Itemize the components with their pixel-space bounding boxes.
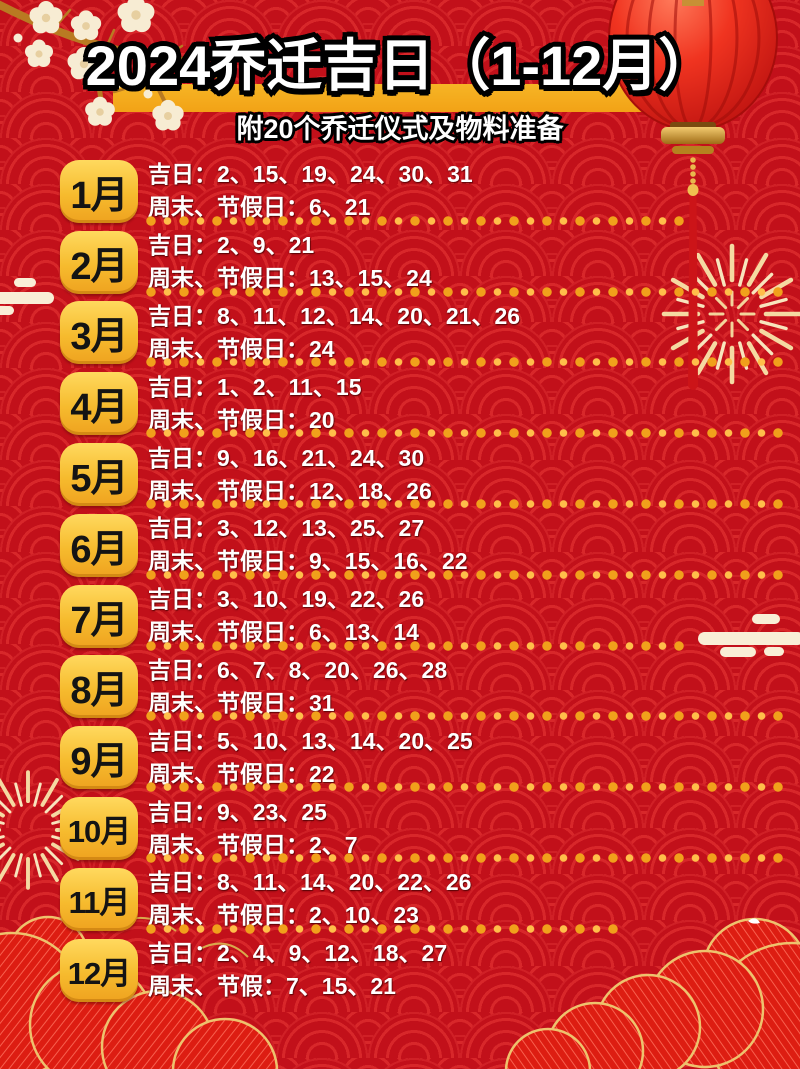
cloud-icon	[698, 614, 800, 657]
dotted-divider	[146, 357, 788, 368]
month-row-8: 8月 吉日：6、7、8、20、26、28 周末、节假日：31	[60, 652, 800, 723]
dotted-divider	[146, 640, 690, 651]
dotted-divider	[146, 923, 622, 934]
lucky-days-line: 吉日：2、9、21	[148, 232, 315, 259]
month-row-10: 10月 吉日：9、23、25 周末、节假日：2、7	[60, 793, 800, 864]
dotted-divider	[146, 286, 788, 297]
month-row-4: 4月 吉日：1、2、11、15 周末、节假日：20	[60, 368, 800, 439]
month-row-1: 1月 吉日：2、15、19、24、30、31 周末、节假日：6、21	[60, 156, 800, 227]
lucky-days-line: 吉日：8、11、14、20、22、26	[148, 869, 472, 896]
page-title-outline: 2024乔迁吉日（1-12月）	[81, 30, 719, 102]
dotted-divider	[146, 428, 788, 439]
page-subtitle-outline: 附20个乔迁仪式及物料准备	[234, 112, 566, 147]
month-badge: 6月	[60, 513, 138, 577]
dotted-divider	[146, 215, 690, 226]
page-subtitle: 附20个乔迁仪式及物料准备 附20个乔迁仪式及物料准备	[0, 110, 800, 148]
month-badge: 10月	[60, 797, 138, 861]
lantern-icon	[608, 0, 778, 390]
lucky-days-line: 吉日：9、16、21、24、30	[148, 444, 425, 471]
lucky-days-line: 吉日：2、4、9、12、18、27	[148, 940, 448, 967]
month-row-7: 7月 吉日：3、10、19、22、26 周末、节假日：6、13、14	[60, 581, 800, 652]
month-row-3: 3月 吉日：8、11、12、14、20、21、26 周末、节假日：24	[60, 298, 800, 369]
month-badge: 12月	[60, 938, 138, 1002]
page-title-text: 2024乔迁吉日（1-12月）	[85, 34, 715, 97]
month-row-6: 6月 吉日：3、12、13、25、27 周末、节假日：9、15、16、22	[60, 510, 800, 581]
lucky-days-line: 吉日：9、23、25	[148, 798, 327, 825]
lucky-days-line: 吉日：2、15、19、24、30、31	[148, 161, 473, 188]
month-row-5: 5月 吉日：9、16、21、24、30 周末、节假日：12、18、26	[60, 439, 800, 510]
dotted-divider	[146, 569, 788, 580]
month-badge: 3月	[60, 301, 138, 365]
month-badge: 5月	[60, 443, 138, 507]
lucky-days-line: 吉日：8、11、12、14、20、21、26	[148, 302, 521, 329]
month-badge: 2月	[60, 230, 138, 294]
month-row-12: 12月 吉日：2、4、9、12、18、27 周末、节假：7、15、21	[60, 935, 800, 1006]
month-row-2: 2月 吉日：2、9、21 周末、节假日：13、15、24	[60, 227, 800, 298]
lucky-days-line: 吉日：5、10、13、14、20、25	[148, 727, 473, 754]
month-badge: 7月	[60, 584, 138, 648]
lucky-days-line: 吉日：3、12、13、25、27	[148, 515, 425, 542]
month-badge: 1月	[60, 159, 138, 223]
title-band	[113, 84, 685, 112]
month-badge: 4月	[60, 372, 138, 436]
month-badge: 9月	[60, 726, 138, 790]
dotted-divider	[146, 782, 788, 793]
dotted-divider	[146, 498, 788, 509]
weekend-holidays-line: 周末、节假：7、15、21	[148, 973, 396, 1000]
month-row-11: 11月 吉日：8、11、14、20、22、26 周末、节假日：2、10、23	[60, 864, 800, 935]
month-badge: 11月	[60, 867, 138, 931]
page-subtitle-text: 附20个乔迁仪式及物料准备	[236, 114, 564, 144]
dotted-divider	[146, 711, 788, 722]
cloud-icon	[0, 278, 54, 315]
month-badge: 8月	[60, 655, 138, 719]
month-list: 1月 吉日：2、15、19、24、30、31 周末、节假日：6、21 2月 吉日…	[60, 156, 800, 1006]
lucky-days-line: 吉日：1、2、11、15	[148, 373, 362, 400]
plum-blossom-icon	[0, 0, 232, 131]
dotted-divider	[146, 852, 788, 863]
peony-flowers-icon	[504, 917, 800, 1069]
page-title: 2024乔迁吉日（1-12月） 2024乔迁吉日（1-12月）	[0, 26, 800, 106]
lucky-days-line: 吉日：3、10、19、22、26	[148, 586, 425, 613]
lucky-days-line: 吉日：6、7、8、20、26、28	[148, 656, 448, 683]
month-row-9: 9月 吉日：5、10、13、14、20、25 周末、节假日：22	[60, 722, 800, 793]
